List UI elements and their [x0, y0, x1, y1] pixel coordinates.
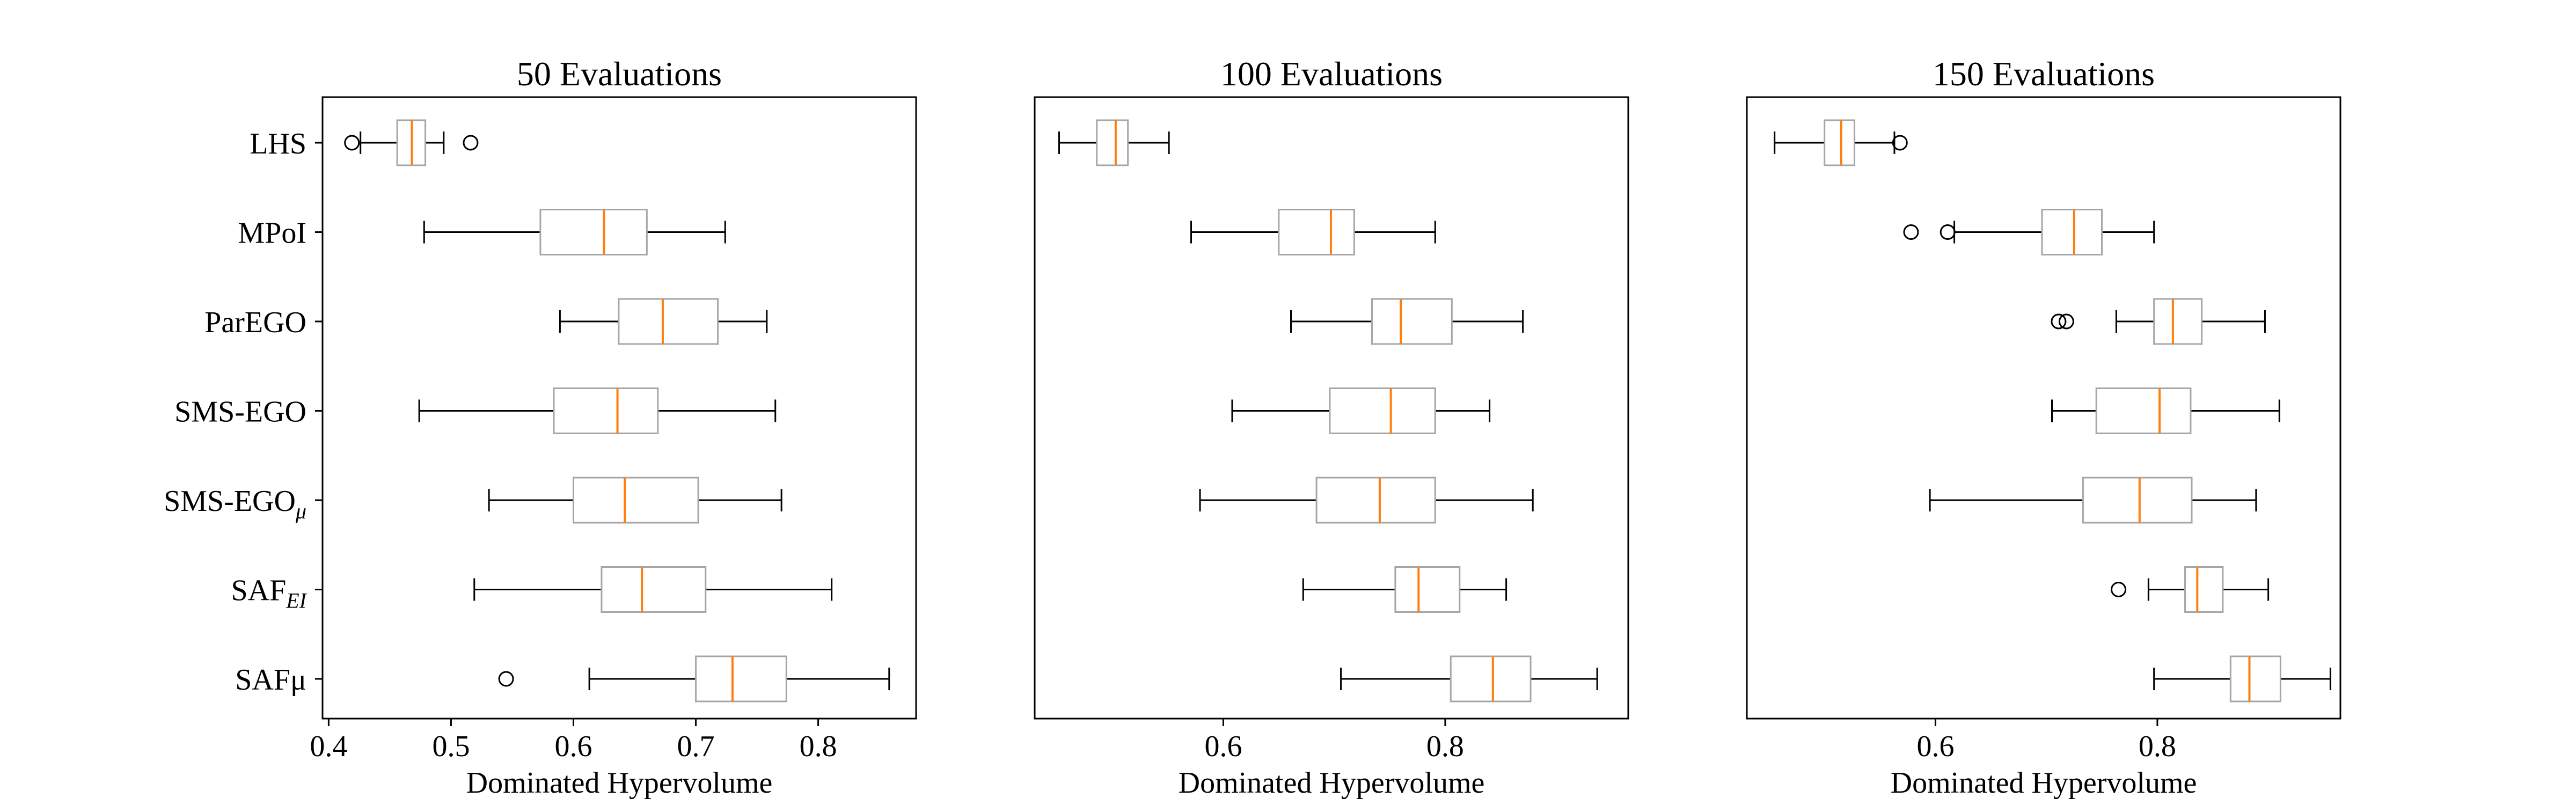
box-0 [344, 119, 479, 166]
outlier-point [1892, 135, 1908, 151]
outlier-point [1903, 224, 1919, 240]
box-1 [1190, 209, 1436, 255]
plot-frame [1746, 96, 2341, 720]
category-label-text: SAF [231, 574, 287, 608]
iqr-box [601, 566, 707, 613]
iqr-box [1450, 655, 1532, 702]
iqr-box [572, 477, 699, 524]
box-0 [1058, 119, 1170, 166]
outlier-point [1940, 224, 1956, 240]
x-tick-label: 0.5 [432, 730, 470, 763]
outlier-point [344, 135, 360, 151]
x-tick-label: 0.6 [1916, 730, 1954, 763]
iqr-box [2184, 566, 2224, 613]
plot-frame [1034, 96, 1629, 720]
category-label-text: ParEGO [204, 306, 306, 339]
iqr-box [1329, 387, 1436, 434]
category-label-text: SAFμ [235, 663, 306, 697]
plot-frame [321, 96, 917, 720]
iqr-box [1371, 298, 1453, 345]
iqr-box [2153, 298, 2203, 345]
iqr-box [695, 655, 787, 702]
category-label-subscript: μ [295, 499, 306, 523]
x-tick-label: 0.8 [2139, 730, 2176, 763]
panel-title: 50 Evaluations [517, 55, 722, 93]
box-5 [1302, 566, 1507, 613]
box-2 [1290, 298, 1524, 345]
category-label: MPoI [238, 217, 306, 250]
outlier-point [2058, 313, 2074, 330]
box-5 [2111, 566, 2270, 613]
iqr-box [1824, 119, 1856, 166]
box-6 [498, 655, 890, 702]
category-label: LHS [250, 127, 306, 160]
category-label: SAFμ [235, 663, 306, 697]
box-3 [418, 387, 777, 434]
x-axis-label: Dominated Hypervolume [466, 766, 773, 800]
category-label: SAFEI [231, 574, 308, 613]
x-tick-label: 0.7 [677, 730, 715, 763]
outlier-point [2111, 582, 2127, 597]
iqr-box [539, 209, 648, 255]
iqr-box [2095, 387, 2192, 434]
panel-title: 100 Evaluations [1220, 55, 1443, 93]
iqr-box [1096, 119, 1129, 166]
iqr-box [2082, 477, 2193, 524]
x-tick-label: 0.8 [1426, 730, 1464, 763]
category-label: ParEGO [204, 306, 306, 339]
category-label-text: SMS-EGO [174, 396, 306, 429]
iqr-box [2229, 655, 2281, 702]
box-3 [1231, 387, 1491, 434]
box-4 [1199, 477, 1534, 524]
box-1 [1903, 209, 2155, 255]
panel-title: 150 Evaluations [1933, 55, 2155, 93]
panel-1: 50 Evaluations 0.4 0.5 0.6 0.7 0.8 Dominated H… [164, 55, 917, 800]
outlier-point [498, 671, 514, 687]
x-tick-label: 0.6 [1204, 730, 1242, 763]
iqr-box [618, 298, 719, 345]
category-label: SMS-EGO [174, 396, 306, 429]
box-4 [488, 477, 782, 524]
box-6 [1340, 655, 1598, 702]
x-tick-label: 0.4 [310, 730, 347, 763]
box-2 [559, 298, 768, 345]
iqr-box [1315, 477, 1436, 524]
category-label-subscript: EI [286, 589, 307, 613]
category-label: SMS-EGOμ [164, 485, 306, 523]
iqr-box [1394, 566, 1461, 613]
x-tick-label: 0.6 [554, 730, 592, 763]
box-5 [473, 566, 833, 613]
box-1 [423, 209, 726, 255]
category-label-text: LHS [250, 127, 306, 160]
box-3 [2051, 387, 2280, 434]
iqr-box [1278, 209, 1355, 255]
box-0 [1774, 119, 1908, 166]
x-axis-label: Dominated Hypervolume [1179, 766, 1485, 800]
outlier-point [463, 135, 479, 151]
box-2 [2051, 298, 2266, 345]
category-label-text: MPoI [238, 217, 306, 250]
x-axis-label: Dominated Hypervolume [1891, 766, 2197, 800]
box-6 [2153, 655, 2331, 702]
box-4 [1929, 477, 2257, 524]
x-tick-label: 0.8 [800, 730, 837, 763]
iqr-box [553, 387, 659, 434]
outlier-point [2051, 313, 2067, 330]
iqr-box [2041, 209, 2103, 255]
category-label-text: SMS-EGO [164, 485, 296, 518]
